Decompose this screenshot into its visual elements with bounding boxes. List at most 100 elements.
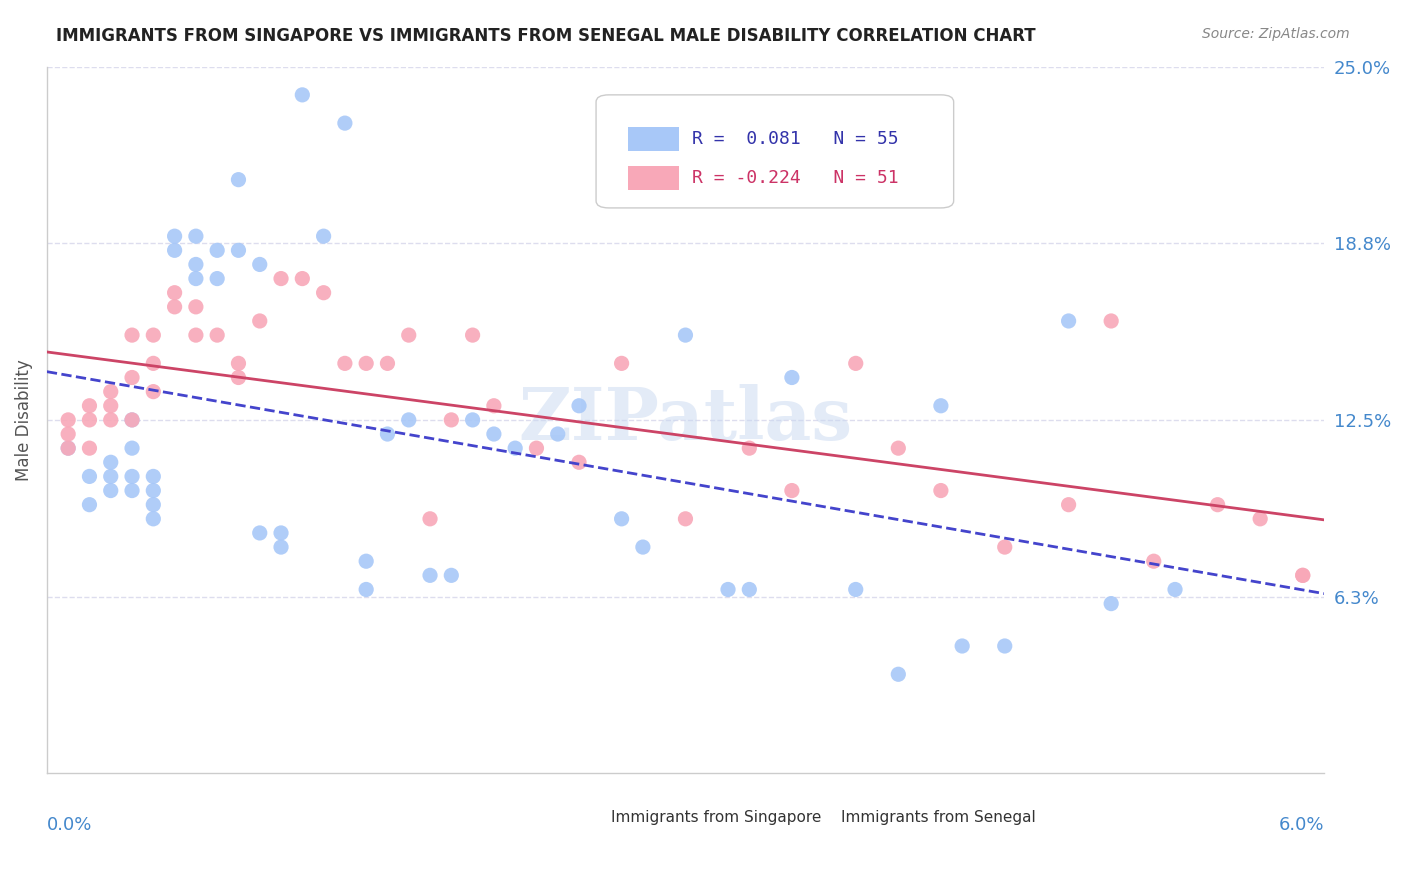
Point [205,271,228,285]
Point [249,314,271,328]
Text: Source: ZipAtlas.com: Source: ZipAtlas.com [1202,27,1350,41]
Point [79,441,101,455]
Point [249,525,271,540]
FancyBboxPatch shape [628,166,679,190]
Text: IMMIGRANTS FROM SINGAPORE VS IMMIGRANTS FROM SENEGAL MALE DISABILITY CORRELATION: IMMIGRANTS FROM SINGAPORE VS IMMIGRANTS … [56,27,1036,45]
Point [377,427,399,442]
Point [1249,512,1271,526]
Text: ZIPatlas: ZIPatlas [519,384,852,456]
Point [205,244,228,258]
Point [184,229,207,244]
Point [270,271,292,285]
Point [398,328,420,343]
Point [100,384,122,399]
Point [887,441,910,455]
Point [291,271,314,285]
Point [1099,314,1122,328]
Point [79,498,101,512]
Point [56,413,79,427]
Point [56,441,79,455]
Text: Immigrants from Senegal: Immigrants from Senegal [841,810,1036,825]
Point [100,399,122,413]
Point [79,399,101,413]
Point [738,441,761,455]
Point [675,328,697,343]
Point [100,469,122,483]
Point [482,427,505,442]
Point [503,441,526,455]
FancyBboxPatch shape [628,127,679,152]
Point [184,271,207,285]
Point [1292,568,1315,582]
Point [610,512,633,526]
Point [398,413,420,427]
Point [845,582,868,597]
Point [333,116,356,130]
Point [228,370,250,384]
Point [547,427,569,442]
Point [929,483,952,498]
Point [1057,498,1080,512]
Point [568,455,591,469]
Point [79,469,101,483]
Point [354,554,377,568]
Point [79,413,101,427]
Point [461,413,484,427]
Point [56,441,79,455]
Point [100,455,122,469]
Point [950,639,973,653]
Point [780,483,803,498]
Point [270,540,292,554]
Y-axis label: Male Disability: Male Disability [15,359,32,481]
Point [994,639,1017,653]
Point [291,87,314,102]
Point [121,413,143,427]
Point [184,300,207,314]
Point [610,356,633,370]
Point [887,667,910,681]
Point [440,413,463,427]
Point [440,568,463,582]
Point [419,568,441,582]
Point [845,356,868,370]
Point [675,512,697,526]
Point [163,285,186,300]
Point [312,285,335,300]
Point [1206,498,1229,512]
Point [717,582,740,597]
Point [228,356,250,370]
Point [100,483,122,498]
Point [100,413,122,427]
Point [312,229,335,244]
Point [249,257,271,271]
Point [780,370,803,384]
Point [121,328,143,343]
Text: 0.0%: 0.0% [46,815,93,834]
Point [354,582,377,597]
Point [1292,568,1315,582]
Point [121,469,143,483]
Point [631,540,654,554]
Point [419,512,441,526]
Point [354,356,377,370]
Text: R =  0.081   N = 55: R = 0.081 N = 55 [692,130,898,148]
Point [482,399,505,413]
Point [738,582,761,597]
Point [142,483,165,498]
Point [1143,554,1166,568]
Point [228,244,250,258]
Point [1164,582,1187,597]
Point [121,413,143,427]
Point [184,328,207,343]
Text: R = -0.224   N = 51: R = -0.224 N = 51 [692,169,898,187]
FancyBboxPatch shape [596,95,953,208]
FancyBboxPatch shape [576,808,609,826]
Point [994,540,1017,554]
Point [1099,597,1122,611]
Point [333,356,356,370]
Point [205,328,228,343]
Point [121,370,143,384]
Point [163,244,186,258]
Point [929,399,952,413]
Point [142,469,165,483]
